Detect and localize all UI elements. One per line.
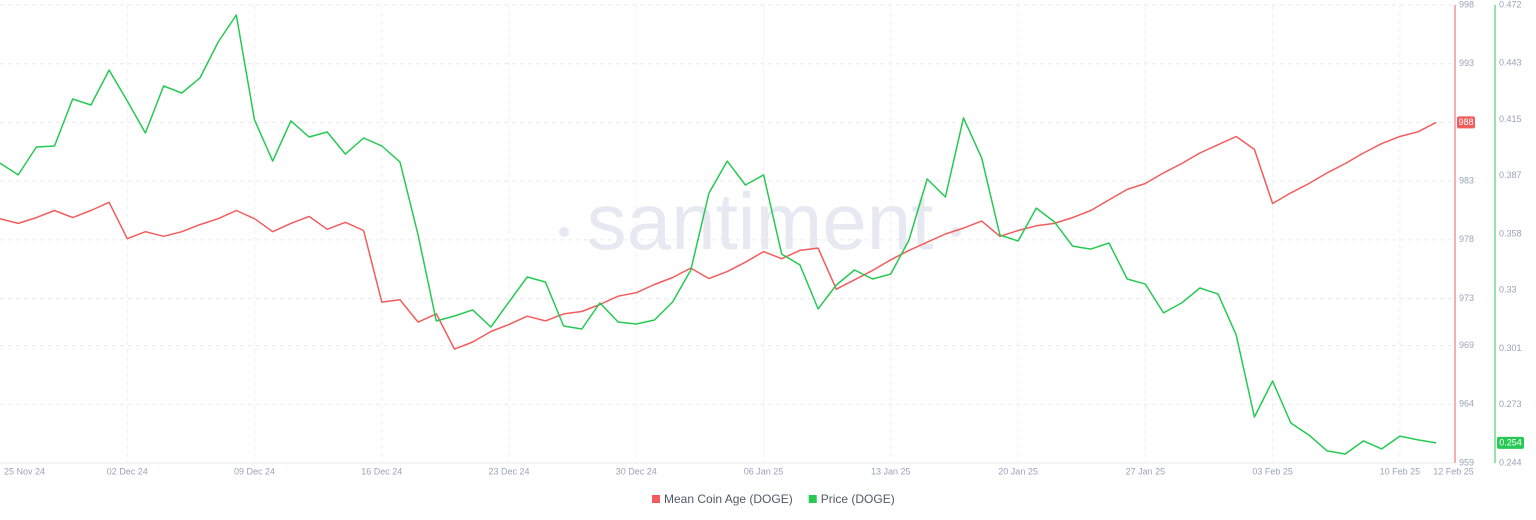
y2-tick-label: 0.301 [1499, 343, 1522, 353]
y-tick-label: 983 [1459, 176, 1474, 186]
y-tick-label: 969 [1459, 340, 1474, 350]
legend-label: Price (DOGE) [821, 492, 895, 506]
watermark: santiment [587, 177, 934, 266]
y2-tick-label: 0.273 [1499, 399, 1522, 409]
y2-tick-label: 0.33 [1499, 285, 1517, 295]
y2-tick-label: 0.443 [1499, 58, 1522, 68]
series-line [0, 121, 1437, 350]
y-tick-label: 964 [1459, 399, 1474, 409]
value-badge-label: 988 [1458, 117, 1473, 127]
x-tick-label: 06 Jan 25 [744, 466, 784, 476]
y-tick-label: 978 [1459, 234, 1474, 244]
y-tick-label: 993 [1459, 58, 1474, 68]
y2-tick-label: 0.472 [1499, 0, 1522, 9]
value-badge-label: 0.254 [1499, 437, 1522, 447]
legend-swatch [808, 495, 817, 503]
y2-tick-label: 0.387 [1499, 170, 1522, 180]
x-tick-label: 02 Dec 24 [107, 466, 148, 476]
x-tick-label: 12 Feb 25 [1433, 466, 1474, 476]
x-tick-label: 25 Nov 24 [4, 466, 45, 476]
x-tick-label: 13 Jan 25 [871, 466, 911, 476]
y2-tick-label: 0.415 [1499, 114, 1522, 124]
y-tick-label: 959 [1459, 457, 1474, 467]
series-line [0, 14, 1437, 455]
y2-tick-label: 0.244 [1499, 457, 1522, 467]
x-tick-label: 30 Dec 24 [616, 466, 657, 476]
x-tick-label: 16 Dec 24 [361, 466, 402, 476]
x-tick-label: 20 Jan 25 [998, 466, 1038, 476]
value-badge [1457, 116, 1475, 129]
x-tick-label: 23 Dec 24 [489, 466, 530, 476]
legend-swatch [652, 495, 660, 503]
x-tick-label: 10 Feb 25 [1380, 466, 1421, 476]
x-tick-label: 03 Feb 25 [1252, 466, 1293, 476]
legend-label: Mean Coin Age (DOGE) [664, 492, 793, 506]
watermark-dot [559, 227, 569, 237]
x-tick-label: 27 Jan 25 [1126, 466, 1166, 476]
value-badge [1497, 436, 1524, 449]
x-tick-label: 09 Dec 24 [234, 466, 275, 476]
y-tick-label: 998 [1459, 0, 1474, 9]
y-tick-label: 973 [1459, 293, 1474, 303]
y2-tick-label: 0.358 [1499, 228, 1522, 238]
